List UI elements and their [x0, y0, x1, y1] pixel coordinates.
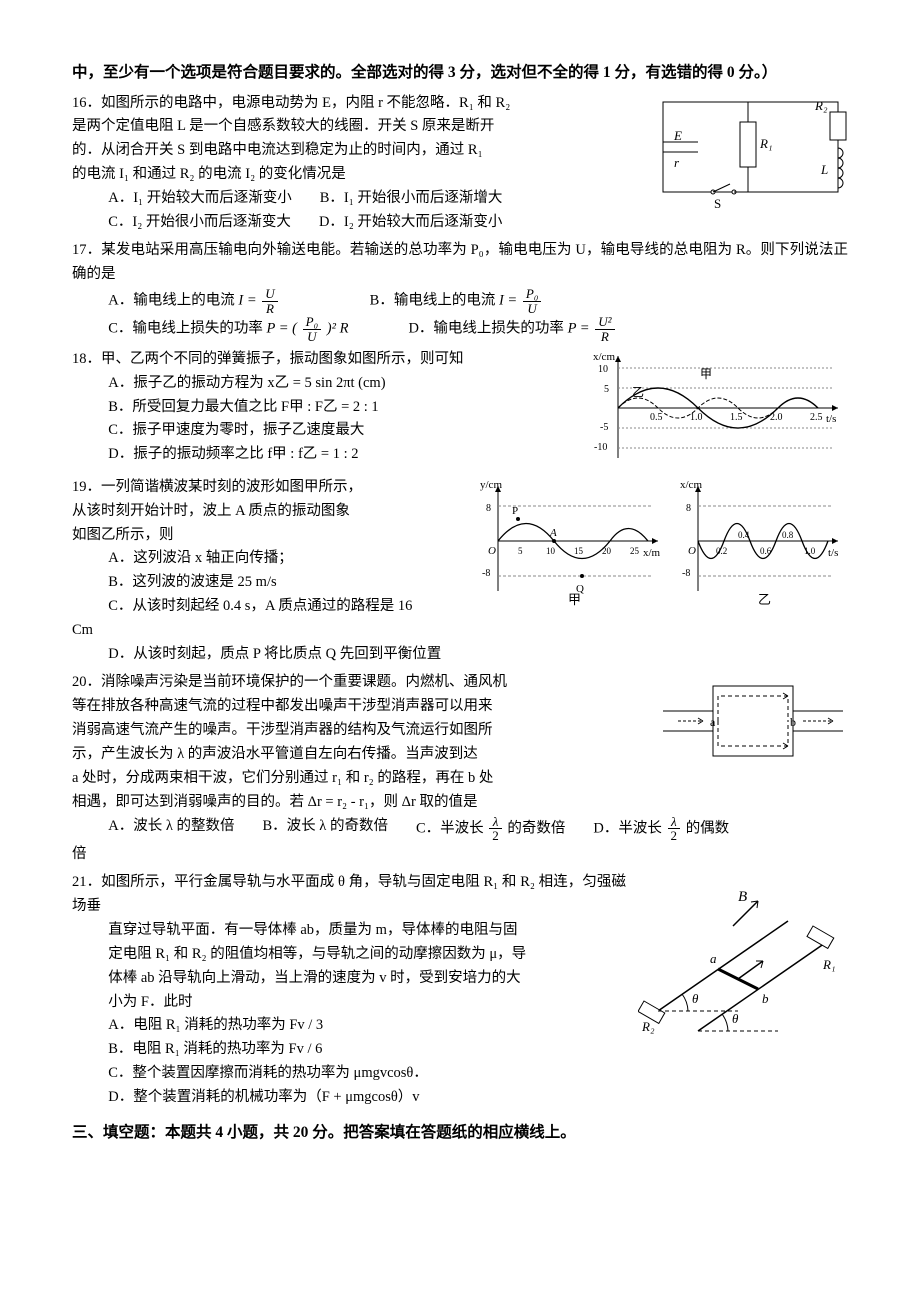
q17-opt-d: D．输电线上损失的功率 P = U²R	[408, 315, 616, 343]
svg-text:8: 8	[686, 503, 691, 514]
q16-circuit: E r R₁ R₂ L S	[658, 92, 848, 212]
q17-stem: 17．某发电站采用高压输电向外输送电能。若输送的总功率为 P₀，输电电压为 U，…	[72, 239, 848, 287]
svg-text:甲: 甲	[700, 367, 712, 381]
q17-opt-a: A．输电线上的电流 I = UR	[108, 287, 279, 315]
svg-text:10: 10	[546, 546, 556, 556]
section-3-heading: 三、填空题：本题共 4 小题，共 20 分。把答案填在答题纸的相应横线上。	[72, 1120, 848, 1146]
q16-opt-d: D．I₂ 开始较大而后逐渐变小	[319, 211, 502, 235]
svg-text:乙: 乙	[758, 592, 771, 606]
svg-text:1.5: 1.5	[730, 412, 743, 423]
label-L: L	[820, 162, 828, 177]
svg-text:A: A	[549, 527, 557, 539]
q16-opt-a: A．I₁ 开始较大而后逐渐变小	[108, 187, 291, 211]
question-17: 17．某发电站采用高压输电向外输送电能。若输送的总功率为 P₀，输电电压为 U，…	[72, 239, 848, 344]
svg-text:R₁: R₁	[822, 957, 835, 972]
svg-text:5: 5	[604, 384, 609, 395]
q19-charts: y/cm x/m 8 -8 5 10 15 20 25 P A Q O 甲	[478, 476, 848, 606]
svg-text:x/cm: x/cm	[680, 479, 702, 491]
q20-opt-c: C．半波长 λ2 的奇数倍	[416, 815, 565, 843]
svg-text:2.5: 2.5	[810, 412, 823, 423]
label-E: E	[673, 128, 682, 143]
label-r: r	[674, 155, 680, 170]
svg-text:a: a	[710, 715, 716, 729]
q20-figure: a b	[658, 671, 848, 771]
question-19: y/cm x/m 8 -8 5 10 15 20 25 P A Q O 甲	[72, 476, 848, 667]
q19-chart-right: x/cm t/s 8 -8 0.2 0.4 0.6 0.8 1.0 O 乙	[678, 476, 848, 606]
label-R2: R₂	[814, 98, 828, 113]
svg-text:1.0: 1.0	[690, 412, 703, 423]
svg-text:b: b	[790, 715, 796, 729]
q17-opt-c: C．输电线上损失的功率 P = ( P₀U )² R	[108, 315, 348, 343]
svg-text:b: b	[762, 991, 769, 1006]
svg-text:乙: 乙	[632, 385, 644, 399]
svg-text:0.5: 0.5	[650, 412, 663, 423]
q20-opt-b: B．波长 λ 的奇数倍	[263, 815, 388, 843]
section-instruction: 中，至少有一个选项是符合题目要求的。全部选对的得 3 分，选对但不全的得 1 分…	[72, 60, 848, 86]
q18-chart: x/cm t/s 10 5 -5 -10 0.5 1.0 1.5 2.0 2.5…	[588, 348, 848, 468]
svg-text:B: B	[738, 889, 747, 905]
q21-figure: a b B R₁ R₂ θ θ	[638, 871, 848, 1041]
svg-text:8: 8	[486, 503, 491, 514]
svg-text:25: 25	[630, 546, 640, 556]
svg-text:a: a	[710, 951, 717, 966]
q17-opt-b: B．输电线上的电流 I = P₀U	[370, 287, 544, 315]
q21-opt-d: D．整个装置消耗的机械功率为（F + μmgcosθ）v	[108, 1086, 848, 1110]
svg-text:O: O	[488, 545, 496, 557]
svg-text:θ: θ	[692, 991, 699, 1006]
svg-text:-5: -5	[600, 422, 608, 433]
question-18: x/cm t/s 10 5 -5 -10 0.5 1.0 1.5 2.0 2.5…	[72, 348, 848, 472]
svg-text:5: 5	[518, 546, 523, 556]
q20-opt-d: D．半波长 λ2 的偶数	[593, 815, 729, 843]
q21-opt-c: C．整个装置因摩擦而消耗的热功率为 μmgvcosθ．	[108, 1062, 848, 1086]
svg-text:15: 15	[574, 546, 584, 556]
q21-opt-b: B．电阻 R₁ 消耗的热功率为 Fv / 6	[108, 1038, 848, 1062]
q20-opt-a: A．波长 λ 的整数倍	[108, 815, 234, 843]
q20-tail: 倍	[72, 843, 848, 867]
label-S: S	[714, 196, 721, 211]
svg-text:O: O	[688, 545, 696, 557]
svg-text:x/cm: x/cm	[593, 351, 615, 363]
svg-text:-10: -10	[594, 442, 607, 453]
question-16: E r R₁ R₂ L S 16．如图所示的电路中，电源电动势为 E	[72, 92, 848, 236]
q19-opt-d: D．从该时刻起，质点 P 将比质点 Q 先回到平衡位置	[108, 643, 848, 667]
svg-text:10: 10	[598, 364, 608, 375]
svg-text:x/m: x/m	[643, 547, 661, 559]
question-21: a b B R₁ R₂ θ θ 21．如图所示，平行金属导轨与水平面成 θ 角，…	[72, 871, 848, 1110]
svg-text:θ: θ	[732, 1011, 739, 1026]
svg-text:0.8: 0.8	[782, 530, 794, 540]
svg-text:t/s: t/s	[828, 547, 838, 559]
svg-text:t/s: t/s	[826, 413, 836, 425]
svg-text:y/cm: y/cm	[480, 479, 502, 491]
question-20: a b 20．消除噪声污染是当前环境保护的一个重要课题。内燃机、通风机 等在排放…	[72, 671, 848, 867]
q16-opt-c: C．I₂ 开始很小而后逐渐变大	[108, 211, 291, 235]
svg-text:P: P	[512, 505, 518, 517]
svg-text:-8: -8	[682, 568, 690, 579]
q16-opt-b: B．I₁ 开始很小而后逐渐增大	[320, 187, 503, 211]
q20-stem-6: 相遇，即可达到消弱噪声的目的。若 Δr = r₂ - r₁，则 Δr 取的值是	[72, 791, 848, 815]
svg-text:-8: -8	[482, 568, 490, 579]
q19-opt-c-tail: Cm	[72, 619, 848, 643]
svg-text:甲: 甲	[568, 592, 581, 606]
q19-chart-left: y/cm x/m 8 -8 5 10 15 20 25 P A Q O 甲	[478, 476, 668, 606]
svg-text:R₂: R₂	[641, 1019, 655, 1034]
label-R1: R₁	[759, 136, 772, 151]
